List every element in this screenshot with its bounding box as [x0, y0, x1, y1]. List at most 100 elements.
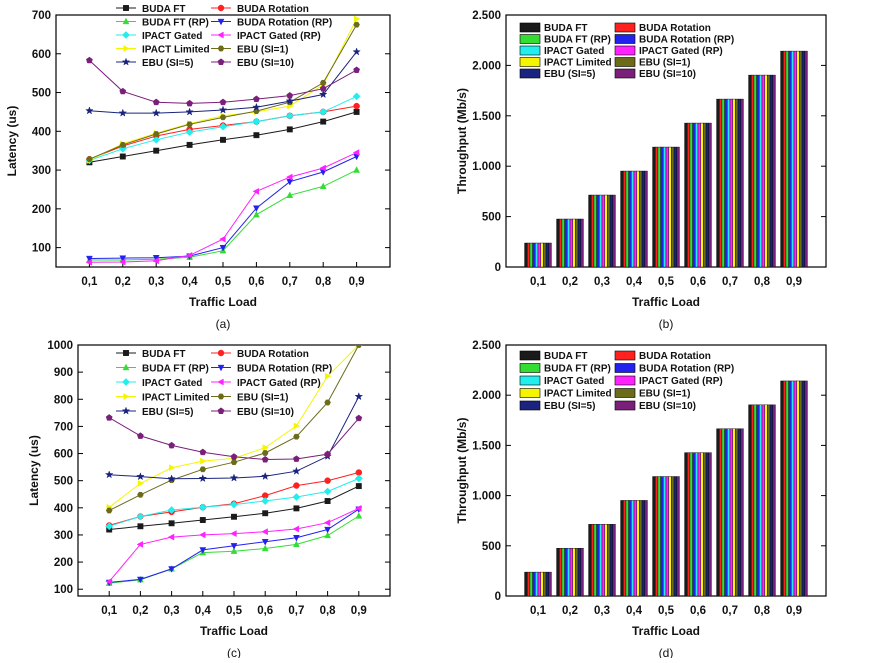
legend-label: BUDA FT (RP): [544, 364, 611, 375]
legend-label: BUDA FT (RP): [142, 364, 209, 375]
legend-swatch: [614, 363, 636, 373]
legend-marker: [217, 393, 225, 400]
y-tick-label: 500: [54, 476, 73, 488]
data-point: [85, 255, 93, 263]
legend-label: IPACT Gated: [142, 378, 202, 389]
bar: [561, 218, 565, 267]
data-point: [230, 459, 238, 466]
y-tick-label: 100: [32, 243, 51, 255]
bar: [655, 146, 659, 267]
data-point: [292, 535, 300, 542]
bar: [721, 428, 725, 596]
legend-marker: [123, 45, 130, 52]
data-point: [167, 474, 176, 483]
plot-area: [524, 380, 808, 596]
bar: [631, 500, 635, 596]
y-tick-label: 400: [32, 126, 51, 138]
data-point: [230, 500, 238, 509]
bar: [671, 476, 675, 596]
data-point: [136, 472, 145, 481]
bar: [751, 74, 755, 267]
y-tick-label: 1.500: [472, 440, 501, 452]
data-point: [185, 128, 194, 137]
data-point: [286, 91, 294, 99]
bar: [708, 452, 712, 596]
data-point: [262, 510, 269, 517]
legend-swatch: [614, 45, 636, 56]
legend-swatch: [519, 363, 541, 373]
data-point: [230, 547, 238, 554]
bar: [740, 428, 744, 596]
data-point: [353, 21, 360, 28]
y-tick-label: 500: [482, 212, 501, 224]
chart-a: 100 200 300 400 500 600 700 0,1 0,2 0,3 0,4 0,5 0,6 0…: [5, 4, 391, 331]
bar: [537, 571, 541, 596]
legend-marker: [123, 393, 130, 400]
data-point: [105, 578, 112, 586]
bar: [529, 242, 533, 267]
data-point: [105, 507, 113, 514]
x-tick-label: 0,4: [626, 605, 643, 617]
data-point: [292, 493, 301, 501]
x-tick-label: 0,2: [562, 605, 578, 617]
data-point: [353, 66, 360, 73]
data-point: [137, 523, 144, 530]
x-tick-label: 0,5: [658, 276, 675, 288]
y-tick-label: 900: [54, 367, 73, 379]
bar: [673, 476, 677, 596]
legend-marker: [217, 45, 225, 52]
bar: [599, 524, 603, 596]
data-point: [168, 520, 175, 527]
data-point: [119, 255, 127, 262]
data-point: [85, 106, 94, 115]
data-point: [118, 108, 128, 117]
data-point: [105, 414, 113, 421]
data-point: [198, 474, 208, 483]
data-point: [354, 392, 364, 401]
bar: [655, 476, 659, 596]
legend-swatch: [614, 22, 636, 33]
bar: [644, 500, 648, 596]
bar: [593, 524, 597, 596]
bar: [588, 524, 592, 596]
bar: [665, 146, 669, 267]
data-point: [352, 92, 361, 101]
x-axis-label: Traffic Load: [189, 295, 257, 309]
data-point: [198, 531, 206, 539]
data-point: [219, 122, 227, 131]
bar: [751, 404, 755, 596]
bar: [759, 74, 763, 267]
data-point: [199, 466, 207, 473]
y-tick-label: 500: [32, 88, 51, 100]
series-line: [89, 60, 357, 104]
legend-swatch: [519, 400, 541, 411]
y-axis-label: Latency (us): [5, 106, 19, 177]
bar: [665, 476, 669, 596]
x-tick-label: 0,8: [754, 605, 771, 617]
bar: [793, 50, 797, 267]
bar: [697, 452, 701, 596]
chart-d: 0 500 1.000 1.500 2.000 2.500 0,1 0,2 0,3 0,4 0,5 0…: [455, 340, 827, 660]
bar: [804, 380, 808, 596]
legend-swatch: [519, 350, 541, 361]
data-point: [292, 540, 300, 548]
legend-label: EBU (SI=10): [639, 401, 696, 412]
legend-label: IPACT Limited: [544, 58, 612, 69]
bar: [687, 452, 691, 596]
bar: [689, 452, 693, 596]
bar: [687, 122, 691, 267]
legend-label: BUDA Rotation (RP): [639, 364, 734, 375]
legend-label: BUDA Rotation (RP): [639, 35, 734, 46]
bar: [575, 548, 579, 596]
y-tick-label: 0: [495, 591, 501, 603]
bar: [801, 380, 805, 596]
x-tick-label: 0,6: [690, 276, 706, 288]
data-point: [168, 441, 175, 449]
bar: [633, 500, 637, 596]
bar: [692, 452, 696, 596]
bar: [793, 380, 797, 596]
legend-swatch: [614, 57, 636, 67]
x-tick-label: 0,7: [282, 276, 298, 288]
chart-caption: (b): [659, 317, 674, 331]
bar: [791, 380, 795, 596]
